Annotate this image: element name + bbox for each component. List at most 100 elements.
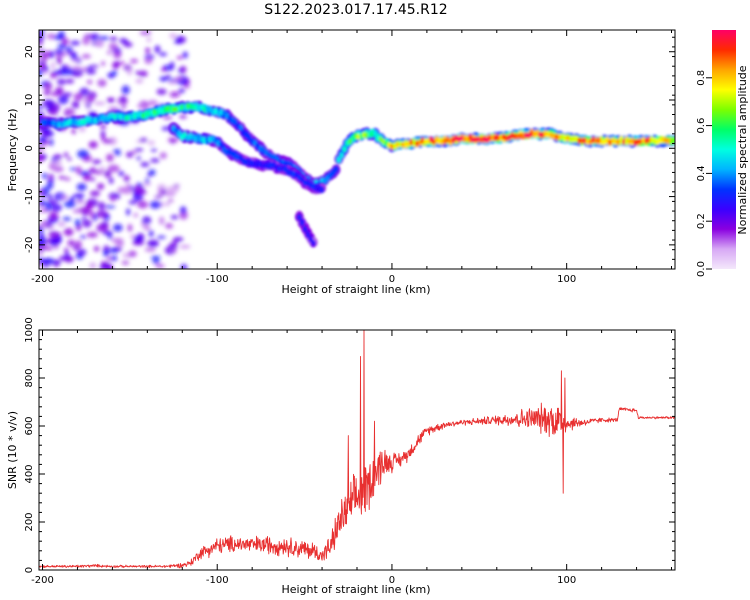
- spectrogram-noise-blob: [179, 65, 187, 74]
- spectrogram-noise-blob: [88, 141, 98, 149]
- spectrogram-noise-blob: [89, 64, 99, 68]
- spectrogram-noise-blob: [113, 223, 123, 232]
- spectrogram-noise-blob: [103, 249, 110, 257]
- spectrogram-ridge-blob: [325, 175, 330, 182]
- spectrogram-noise-blob: [45, 203, 53, 211]
- spectrogram-noise-blob: [150, 255, 161, 259]
- spectrogram-noise-blob: [85, 68, 97, 75]
- spectrogram-noise-blob: [39, 105, 44, 110]
- spectrogram-noise-blob: [64, 177, 71, 181]
- spectrogram-noise-blob: [50, 61, 56, 70]
- spectrogram-ridge-blob: [90, 117, 95, 124]
- spectrogram-ridge-blob: [143, 110, 148, 117]
- spectrogram-noise-blob: [126, 182, 131, 192]
- spectrogram-noise-blob: [74, 208, 82, 213]
- spectrogram-ridge-blob: [376, 133, 380, 140]
- spectrogram-noise-blob: [111, 61, 120, 69]
- spectrogram-noise-blob: [168, 199, 174, 203]
- colorbar-label: Normalized spectral amplitude: [736, 65, 749, 234]
- colorbar-bar: [712, 30, 736, 269]
- spectrogram-noise-blob: [167, 137, 180, 143]
- spectrogram-ridge-blob: [239, 124, 243, 131]
- spectrogram-noise-blob: [108, 177, 114, 185]
- spectrogram-noise-blob: [64, 200, 76, 208]
- spectrogram-noise-blob: [82, 219, 92, 228]
- spectrogram-noise-blob: [64, 255, 74, 263]
- spectrogram-noise: [39, 30, 191, 269]
- spectrogram-noise-blob: [136, 103, 145, 109]
- spectrogram-ridge-blob: [515, 133, 520, 140]
- spectrogram-ridge-blob: [599, 139, 604, 146]
- spectrogram-noise-blob: [169, 61, 175, 71]
- spectrogram-noise-blob: [147, 239, 159, 248]
- spectrogram-ridge-blob: [616, 138, 621, 146]
- spectrogram-noise-blob: [39, 138, 48, 142]
- snr-ylabel: SNR (10 * v/v): [6, 411, 19, 489]
- spectrogram-ridge-blob: [308, 236, 313, 243]
- spectrogram-ridge-blob: [348, 138, 352, 145]
- spectrogram-ridge-blob: [302, 225, 307, 232]
- spectrogram-ridge-blob: [580, 137, 584, 144]
- spectrogram-ridge-blob: [490, 135, 495, 142]
- spectrogram-noise-blob: [155, 264, 165, 268]
- spectrogram-noise-blob: [49, 75, 58, 79]
- spectrogram-ridge-blob: [554, 134, 559, 141]
- spectrogram-noise-blob: [95, 39, 105, 48]
- spectrogram-noise-blob: [56, 55, 62, 65]
- spectrogram-ridge-blob: [57, 121, 62, 128]
- spectrogram-ridge-blob: [493, 134, 498, 141]
- spectrogram-ridge-blob: [487, 134, 492, 141]
- spectrogram-noise-blob: [107, 164, 120, 173]
- spectrogram-noise-blob: [94, 101, 106, 106]
- spectrogram-noise-blob: [156, 235, 166, 239]
- spectrogram-noise-blob: [133, 193, 144, 202]
- snr-ytick-label: 1000: [24, 317, 35, 342]
- snr-ytick-label: 800: [24, 368, 35, 387]
- spectrogram-noise-blob: [62, 92, 73, 97]
- spectrogram-noise-blob: [89, 262, 97, 269]
- spectrogram-ytick-label: 0: [24, 145, 35, 151]
- spectrogram-noise-blob: [118, 170, 125, 177]
- spectrogram-noise-blob: [150, 158, 160, 163]
- spectrogram-noise-blob: [132, 240, 145, 246]
- spectrogram-ridge-blob: [434, 137, 439, 144]
- spectrogram-noise-blob: [119, 96, 127, 103]
- spectrogram-xtick-label: -100: [206, 274, 229, 285]
- colorbar: 0.0 0.2 0.4 0.6 0.8 Normalized spectral ampl…: [696, 30, 749, 277]
- spectrogram-noise-blob: [43, 82, 53, 91]
- spectrogram-noise-blob: [39, 30, 46, 35]
- spectrogram-noise-blob: [162, 116, 173, 120]
- spectrogram-noise-blob: [48, 173, 54, 180]
- spectrogram-noise-blob: [176, 80, 188, 85]
- spectrogram-ridge-blob: [518, 133, 523, 140]
- spectrogram-noise-blob: [142, 216, 152, 225]
- spectrogram-noise-blob: [40, 129, 51, 138]
- spectrogram-noise-blob: [184, 84, 190, 89]
- spectrogram-ridge-blob: [171, 125, 176, 132]
- snr-xlabel: Height of straight line (km): [281, 583, 430, 596]
- spectrogram-noise-blob: [43, 246, 54, 251]
- spectrogram-ridge-blob: [197, 104, 202, 111]
- spectrogram-noise-blob: [144, 178, 150, 184]
- spectrogram-ridge-blob: [524, 132, 529, 139]
- snr-xtick-label: 100: [557, 575, 576, 586]
- spectrogram-noise-blob: [39, 262, 43, 268]
- spectrogram-noise-blob: [96, 183, 105, 190]
- spectrogram-noise-blob: [77, 248, 87, 256]
- spectrogram-ridge-blob: [255, 142, 260, 149]
- colorbar-tick-label: 0.0: [696, 261, 707, 277]
- snr-ytick-label: 200: [24, 512, 35, 531]
- spectrogram-noise-blob: [69, 167, 78, 171]
- spectrogram-noise-blob: [73, 92, 84, 102]
- spectrogram-ridge-blob: [476, 136, 481, 143]
- spectrogram-noise-blob: [147, 140, 156, 146]
- spectrogram-noise-blob: [106, 256, 112, 262]
- spectrogram-noise-blob: [104, 170, 112, 178]
- spectrogram-noise-blob: [41, 173, 48, 179]
- spectrogram-noise-blob: [98, 201, 106, 211]
- spectrogram-noise-blob: [154, 195, 163, 199]
- spectrogram-noise-blob: [128, 250, 137, 258]
- spectrogram-noise-blob: [63, 228, 74, 237]
- spectrogram-noise-blob: [76, 183, 87, 191]
- spectrogram-noise-blob: [93, 246, 100, 252]
